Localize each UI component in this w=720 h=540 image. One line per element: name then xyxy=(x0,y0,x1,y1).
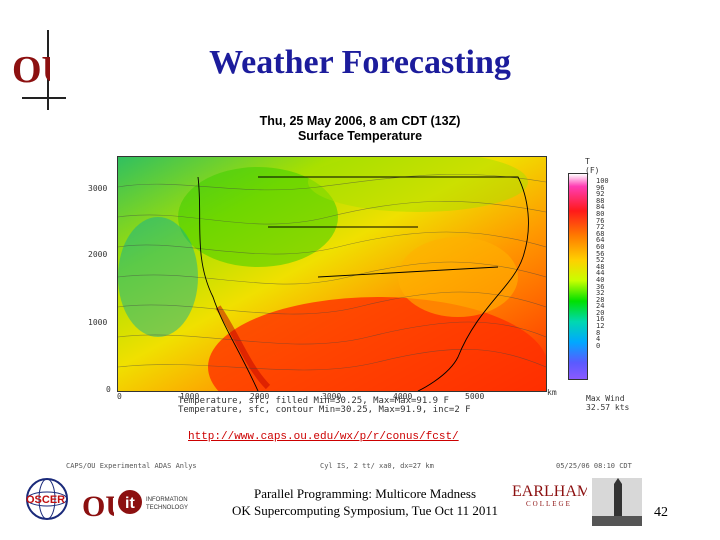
colorbar-tick: 20 xyxy=(596,308,605,317)
svg-text:OU: OU xyxy=(82,490,114,523)
colorbar-tick: 36 xyxy=(596,282,605,291)
ou-logo: OU xyxy=(12,49,50,91)
hot-strip-west xyxy=(215,305,271,390)
colorbar-tick: 96 xyxy=(596,183,605,192)
colorbar-tick: 8 xyxy=(596,328,601,337)
colorbar-tick: 44 xyxy=(596,269,605,278)
slide-number: 42 xyxy=(654,505,668,520)
colorbar-tick: 72 xyxy=(596,223,605,232)
colorbar-tick: 92 xyxy=(596,190,605,199)
cool-region-north xyxy=(308,157,528,212)
svg-text:OSCER: OSCER xyxy=(26,494,65,506)
colorbar-tick: 80 xyxy=(596,209,605,218)
map-title-date: Thu, 25 May 2006, 8 am CDT (13Z) xyxy=(259,114,461,128)
contour-lines xyxy=(118,174,546,371)
svg-text:TECHNOLOGY: TECHNOLOGY xyxy=(146,505,188,511)
colorbar-tick: 0 xyxy=(596,341,601,350)
svg-text:it: it xyxy=(125,495,135,512)
map-meta: Temperature, sfc, filled Min=30.25, Max=… xyxy=(178,397,471,415)
x-tick-1000: 1000 xyxy=(180,392,200,401)
x-tick-0: 0 xyxy=(117,392,122,401)
temperature-map xyxy=(117,156,547,392)
max-wind: Max Wind 32.57 kts xyxy=(586,394,629,412)
svg-text:EARLHAM: EARLHAM xyxy=(512,483,587,500)
grid-info: Cyl IS, 2 tt/ xa0, dx=27 km xyxy=(320,462,434,470)
svg-text:COLLEGE: COLLEGE xyxy=(526,500,572,508)
colorbar-ticks: 100 96 92 88 84 80 76 72 68 64 60 56 52 48 44 40 36 32 28 2… xyxy=(596,178,609,349)
map-title: Thu, 25 May 2006, 8 am CDT (13Z) Surface… xyxy=(180,114,540,144)
colorbar-tick: 12 xyxy=(596,322,605,331)
colorbar-tick: 48 xyxy=(596,262,605,271)
cool-region-northwest xyxy=(178,167,338,267)
ou-footer-logo: OU xyxy=(82,490,114,523)
y-tick-2000: 2000 xyxy=(88,250,108,259)
colorbar-tick: 40 xyxy=(596,275,605,284)
max-wind-value: 32.57 kts xyxy=(586,403,630,412)
colorbar-tick: 100 xyxy=(596,177,609,185)
footer-event: OK Supercomputing Symposium, Tue Oct 11 … xyxy=(232,503,498,518)
caps-label: CAPS/OU Experimental ADAS Anlys xyxy=(66,462,197,470)
hot-region-south xyxy=(208,297,546,391)
tower-image xyxy=(592,478,642,526)
it-logo: it INFORMATION TECHNOLOGY xyxy=(118,490,188,514)
x-tick-5000: 5000 xyxy=(465,392,485,401)
cold-region-pacific xyxy=(118,217,198,337)
colorbar-tick: 88 xyxy=(596,196,605,205)
colorbar-var: T xyxy=(585,157,590,166)
colorbar-tick: 4 xyxy=(596,335,601,344)
footer-course: Parallel Programming: Multicore Madness xyxy=(253,486,477,501)
colorbar-header: T (F) xyxy=(585,157,599,175)
max-wind-label: Max Wind xyxy=(586,394,625,403)
colorbar-tick: 56 xyxy=(596,249,605,258)
svg-text:OU: OU xyxy=(12,49,50,91)
y-tick-3000: 3000 xyxy=(88,184,108,193)
colorbar-tick: 64 xyxy=(596,236,605,245)
map-title-field: Surface Temperature xyxy=(297,129,423,143)
x-tick-2000: 2000 xyxy=(250,392,270,401)
colorbar-tick: 16 xyxy=(596,315,605,324)
colorbar-tick: 68 xyxy=(596,229,605,238)
colorbar xyxy=(568,173,588,380)
colorbar-tick: 52 xyxy=(596,256,605,265)
x-tick-4000: 4000 xyxy=(393,392,413,401)
svg-text:INFORMATION: INFORMATION xyxy=(146,497,188,503)
colorbar-tick: 60 xyxy=(596,242,605,251)
warm-region-east xyxy=(398,237,518,317)
coastline xyxy=(197,176,529,391)
source-link[interactable]: http://www.caps.ou.edu/wx/p/r/conus/fcst… xyxy=(188,431,459,443)
crosshair-horizontal xyxy=(22,97,66,99)
timestamp: 05/25/06 08:10 CDT xyxy=(556,462,632,470)
meta-contour: Temperature, sfc, contour Min=30.25, Max… xyxy=(178,405,471,415)
meta-filled: Temperature, sfc, filled Min=30.25, Max=… xyxy=(178,396,449,406)
colorbar-unit: (F) xyxy=(585,166,600,175)
colorbar-tick: 76 xyxy=(596,216,605,225)
colorbar-tick: 84 xyxy=(596,203,605,212)
colorbar-tick: 28 xyxy=(596,295,605,304)
x-axis-unit: km xyxy=(547,388,557,397)
crosshair-vertical xyxy=(47,30,49,110)
slide-title: Weather Forecasting xyxy=(209,44,511,81)
map-canvas xyxy=(118,157,546,391)
earlham-logo: EARLHAM COLLEGE xyxy=(512,483,587,508)
x-tick-3000: 3000 xyxy=(322,392,342,401)
y-tick-0: 0 xyxy=(106,385,111,394)
colorbar-tick: 32 xyxy=(596,289,605,298)
colorbar-tick: 24 xyxy=(596,302,605,311)
y-tick-1000: 1000 xyxy=(88,318,108,327)
oscer-logo: OSCER xyxy=(26,478,68,520)
